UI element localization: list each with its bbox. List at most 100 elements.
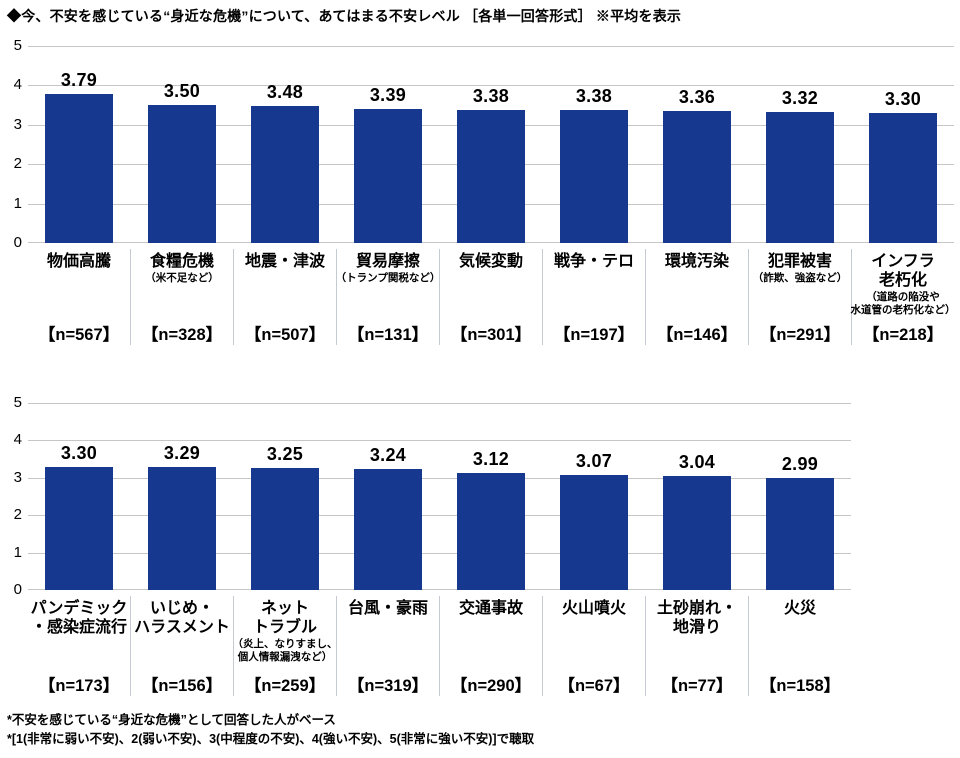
bar-value-label: 3.12	[472, 449, 510, 469]
gridline-1	[28, 553, 851, 554]
category-n-label: 【n=291】	[759, 326, 841, 344]
bar-value-label: 3.25	[266, 444, 304, 464]
y-axis-tick-0: 0	[13, 234, 22, 251]
category-label-cell: 物価高騰【n=567】	[28, 249, 130, 345]
bar-1-5	[457, 110, 525, 243]
category-note: （米不足など）	[145, 272, 219, 284]
category-n-label: 【n=67】	[558, 677, 630, 695]
category-n-label: 【n=319】	[347, 677, 429, 695]
bar-value-label: 3.48	[266, 82, 304, 102]
category-note: （詐欺、強盗など）	[752, 272, 848, 284]
category-n-label: 【n=301】	[450, 326, 532, 344]
category-n-label: 【n=328】	[141, 326, 223, 344]
bar-value-label: 3.38	[575, 86, 613, 106]
bar-1-3	[251, 106, 319, 243]
bar-2-3	[251, 468, 319, 590]
bar-1-6	[560, 110, 628, 243]
gridline-3	[28, 478, 851, 479]
plot-area-row1: 0 1 2 3 4 5 3.79 3.50 3.48 3.39 3.38 3.38 3.36 3.32 3.…	[14, 37, 954, 251]
anxiety-bar-chart-row2: 0 1 2 3 4 5 3.30 3.29 3.25 3.24 3.12 3.07 3.04 2.99 パ…	[4, 394, 851, 696]
category-label-cell: ネット トラブル （炎上、なりすまし、 個人情報漏洩など） 【n=259】	[233, 596, 338, 696]
category-n-label: 【n=567】	[38, 326, 120, 344]
bar-1-4	[354, 109, 422, 243]
category-n-label: 【n=290】	[450, 677, 532, 695]
bar-value-label: 3.29	[163, 443, 201, 463]
category-label-cell: 火山噴火【n=67】	[542, 596, 645, 696]
y-axis-tick-0: 0	[13, 581, 22, 598]
category-name: いじめ・ ハラスメント	[134, 600, 230, 636]
category-name: 物価高騰	[46, 253, 111, 270]
category-n-label: 【n=156】	[141, 677, 223, 695]
category-n-label: 【n=507】	[244, 326, 326, 344]
gridline-5	[28, 46, 954, 47]
category-name: 戦争・テロ	[553, 253, 634, 270]
category-n-label: 【n=146】	[656, 326, 738, 344]
bar-2-5	[457, 473, 525, 590]
y-axis-tick-1: 1	[13, 195, 22, 212]
category-label-cell: 土砂崩れ・ 地滑り【n=77】	[645, 596, 748, 696]
category-name: 火山噴火	[561, 600, 626, 617]
category-label-cell: 環境汚染 【n=146】	[645, 249, 748, 345]
category-name: パンデミック ・感染症流行	[30, 600, 128, 636]
category-n-label: 【n=197】	[553, 326, 635, 344]
footnote-scale-note: *[1(非常に弱い不安)、2(弱い不安)、3(中程度の不安)、4(強い不安)、5…	[7, 732, 535, 746]
category-label-cell: パンデミック ・感染症流行【n=173】	[28, 596, 130, 696]
category-label-cell: インフラ 老朽化 （道路の陥没や 水道管の老朽化など） 【n=218】	[850, 249, 956, 345]
gridline-4	[28, 85, 954, 86]
bar-value-label: 3.07	[575, 451, 613, 471]
category-label-cell: 食糧危機 （米不足など） 【n=328】	[130, 249, 233, 345]
category-label-cell: 貿易摩擦 （トランプ関税など） 【n=131】	[335, 249, 441, 345]
bar-value-label: 3.79	[60, 70, 98, 90]
bar-value-label: 3.32	[781, 88, 819, 108]
bar-1-8	[766, 112, 834, 243]
category-labels-row2: パンデミック ・感染症流行 【n=173】 いじめ・ ハラスメント 【n=156】 ネッ…	[28, 596, 851, 696]
category-n-label: 【n=259】	[244, 677, 326, 695]
y-axis-tick-2: 2	[13, 506, 22, 523]
y-axis-tick-3: 3	[13, 116, 22, 133]
category-name: 台風・豪雨	[347, 600, 428, 617]
bar-2-4	[354, 469, 422, 590]
bar-1-7	[663, 111, 731, 243]
bar-value-label: 3.24	[369, 445, 407, 465]
gridline-0	[28, 589, 851, 590]
y-axis-tick-3: 3	[13, 469, 22, 486]
footnotes: *不安を感じている“身近な危機”として回答した人がベース *[1(非常に弱い不安…	[7, 711, 534, 749]
gridline-4	[28, 440, 851, 441]
category-name: 気候変動	[458, 253, 523, 270]
category-label-cell: 戦争・テロ【n=197】	[542, 249, 645, 345]
bar-value-label: 3.39	[369, 85, 407, 105]
y-axis-tick-4: 4	[13, 76, 22, 93]
y-axis-tick-5: 5	[13, 37, 22, 54]
category-n-label: 【n=218】	[862, 326, 944, 344]
bar-value-label: 3.38	[472, 86, 510, 106]
category-name: 地震・津波	[244, 253, 325, 270]
gridline-5	[28, 403, 851, 404]
category-labels-row1: 物価高騰【n=567】 食糧危機 （米不足など） 【n=328】 地震・津波【n=507…	[28, 249, 956, 345]
category-n-label: 【n=77】	[661, 677, 733, 695]
bar-value-label: 3.50	[163, 81, 201, 101]
bar-value-label: 3.30	[884, 89, 922, 109]
category-name: インフラ 老朽化	[871, 253, 935, 289]
category-label-cell: 気候変動【n=301】	[439, 249, 542, 345]
category-label-cell: 交通事故 【n=290】	[439, 596, 542, 696]
y-axis-tick-4: 4	[13, 431, 22, 448]
category-name: 土砂崩れ・ 地滑り	[656, 600, 737, 636]
category-note: （トランプ関税など）	[335, 272, 441, 284]
category-n-label: 【n=158】	[759, 677, 841, 695]
gridline-2	[28, 515, 851, 516]
category-label-cell: 火災 【n=158】	[748, 596, 851, 696]
y-axis-tick-1: 1	[13, 544, 22, 561]
bar-value-label: 2.99	[781, 454, 819, 474]
category-label-cell: 台風・豪雨【n=319】	[336, 596, 439, 696]
y-axis-tick-5: 5	[13, 394, 22, 411]
category-name: ネット トラブル	[252, 600, 317, 636]
category-name: 食糧危機	[149, 253, 214, 270]
category-note: （道路の陥没や 水道管の老朽化など）	[850, 291, 956, 316]
category-n-label: 【n=173】	[38, 677, 120, 695]
category-label-cell: いじめ・ ハラスメント【n=156】	[130, 596, 233, 696]
bar-2-1	[45, 467, 113, 590]
plot-area-row2: 0 1 2 3 4 5 3.30 3.29 3.25 3.24 3.12 3.07 3.04 2.99	[14, 394, 851, 598]
category-label-cell: 犯罪被害 （詐欺、強盗など） 【n=291】	[748, 249, 851, 345]
category-name: 犯罪被害	[767, 253, 832, 270]
bar-value-label: 3.36	[678, 87, 716, 107]
